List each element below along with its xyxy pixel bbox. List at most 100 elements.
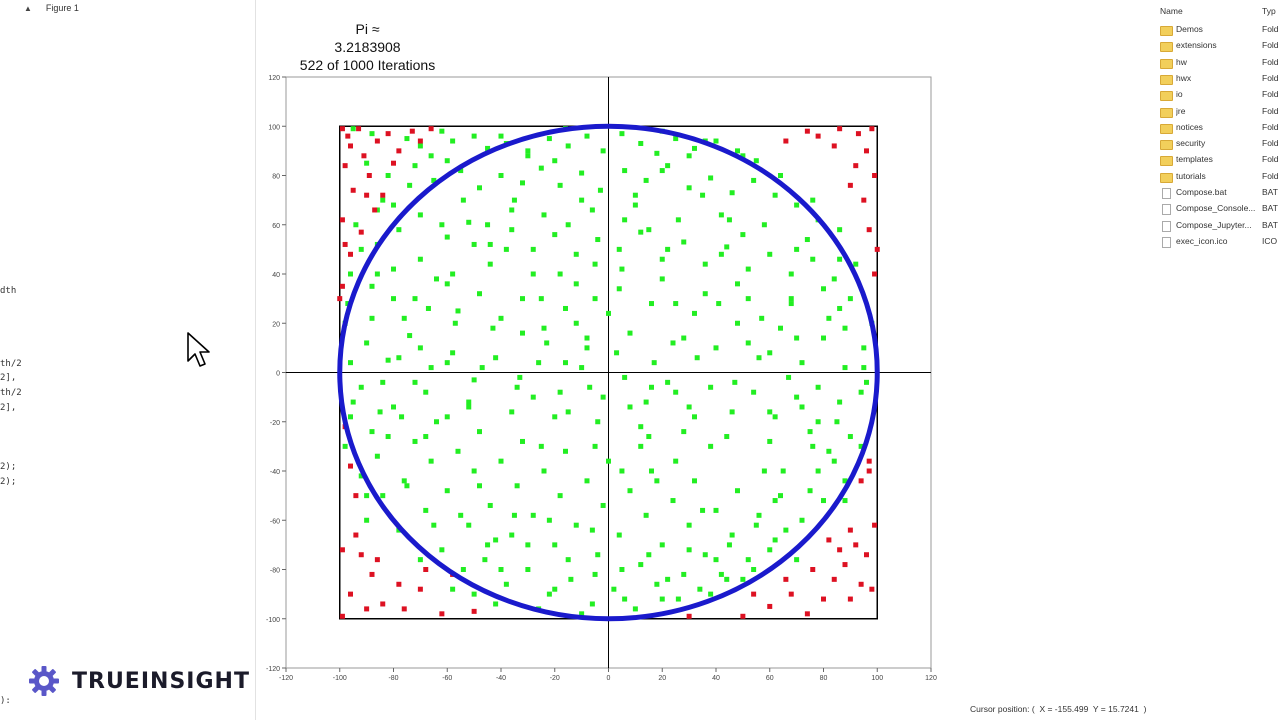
- inside-point: [815, 468, 821, 474]
- file-list-item[interactable]: io Fold: [1160, 89, 1280, 105]
- inside-point: [450, 271, 456, 277]
- outside-point: [783, 138, 789, 144]
- inside-point: [837, 256, 843, 262]
- inside-point: [778, 173, 783, 178]
- inside-point: [638, 443, 644, 449]
- collapse-arrow-icon[interactable]: ▲: [24, 3, 32, 13]
- x-tick-label: -60: [442, 675, 452, 682]
- outside-point: [350, 187, 356, 193]
- outside-point: [826, 537, 832, 543]
- inside-point: [573, 281, 579, 287]
- outside-point: [855, 131, 861, 137]
- file-list-item[interactable]: Compose.bat BAT: [1160, 187, 1280, 203]
- inside-point: [724, 244, 730, 250]
- inside-point: [659, 276, 665, 282]
- inside-point: [485, 222, 491, 228]
- outside-point: [866, 458, 872, 464]
- x-tick-label: 120: [925, 675, 937, 682]
- file-list-item[interactable]: templates Fold: [1160, 154, 1280, 170]
- inside-point: [670, 498, 676, 504]
- inside-point: [643, 399, 649, 405]
- inside-point: [417, 345, 423, 351]
- inside-point: [557, 182, 563, 188]
- inside-point: [417, 557, 423, 563]
- inside-point: [509, 532, 515, 538]
- file-list-item[interactable]: notices Fold: [1160, 122, 1280, 138]
- inside-point: [619, 266, 625, 272]
- inside-point: [584, 478, 590, 484]
- inside-point: [377, 409, 383, 415]
- inside-point: [525, 153, 531, 159]
- inside-point: [861, 345, 867, 351]
- outside-point: [861, 197, 867, 203]
- file-list-item[interactable]: exec_icon.ico ICO: [1160, 236, 1280, 252]
- inside-point: [686, 547, 692, 553]
- file-type: Fold: [1262, 138, 1279, 149]
- inside-point: [498, 458, 504, 464]
- y-tick-label: 60: [272, 223, 280, 230]
- inside-point: [552, 232, 558, 238]
- inside-point: [807, 429, 813, 435]
- file-list-item[interactable]: security Fold: [1160, 138, 1280, 154]
- inside-point: [772, 192, 778, 198]
- inside-point: [452, 320, 458, 326]
- inside-point: [391, 404, 396, 410]
- inside-point: [579, 170, 585, 176]
- figure-tab[interactable]: ▲ Figure 1: [24, 3, 79, 13]
- inside-point: [592, 443, 598, 449]
- inside-point: [407, 182, 413, 188]
- inside-point: [729, 532, 735, 538]
- inside-point: [697, 586, 703, 592]
- inside-point: [530, 512, 536, 518]
- outside-point: [847, 182, 853, 188]
- inside-point: [460, 567, 466, 572]
- outside-point: [337, 296, 343, 302]
- file-list-item[interactable]: tutorials Fold: [1160, 171, 1280, 187]
- inside-point: [788, 271, 794, 277]
- inside-point: [600, 502, 606, 508]
- file-name: io: [1176, 89, 1183, 100]
- outside-point: [364, 606, 370, 612]
- outside-point: [342, 163, 348, 169]
- column-header-type[interactable]: Typ: [1262, 6, 1276, 16]
- file-icon: [1162, 220, 1171, 232]
- outside-point: [869, 126, 875, 132]
- inside-point: [450, 138, 456, 144]
- inside-point: [702, 291, 708, 297]
- x-tick-label: -40: [496, 675, 506, 682]
- inside-point: [353, 222, 359, 228]
- scatter-points: [337, 126, 880, 619]
- inside-point: [842, 478, 848, 484]
- x-tick-label: -80: [388, 675, 398, 682]
- file-list-item[interactable]: Compose_Jupyter... BAT: [1160, 220, 1280, 236]
- outside-point: [369, 571, 375, 577]
- outside-point: [348, 251, 353, 257]
- inside-point: [622, 596, 628, 602]
- y-tick-label: -60: [270, 518, 280, 525]
- file-list-item[interactable]: hwx Fold: [1160, 73, 1280, 89]
- inside-point: [643, 177, 649, 183]
- inside-point: [565, 222, 571, 228]
- inside-point: [646, 552, 652, 558]
- outside-point: [348, 591, 353, 597]
- inside-point: [487, 502, 493, 508]
- x-tick-label: 0: [607, 675, 611, 682]
- inside-point: [622, 374, 628, 380]
- file-list-item[interactable]: Demos Fold: [1160, 24, 1280, 40]
- inside-point: [530, 246, 536, 252]
- inside-point: [622, 168, 628, 174]
- column-header-name[interactable]: Name: [1160, 6, 1183, 16]
- chart-title-line-3: 522 of 1000 Iterations: [299, 57, 436, 73]
- inside-point: [431, 177, 437, 183]
- file-list-item[interactable]: extensions Fold: [1160, 40, 1280, 56]
- inside-point: [638, 562, 644, 568]
- inside-point: [837, 399, 843, 405]
- inside-point: [853, 261, 859, 267]
- file-list-item[interactable]: hw Fold: [1160, 57, 1280, 73]
- inside-point: [600, 394, 606, 400]
- inside-point: [692, 145, 697, 151]
- inside-point: [552, 158, 558, 164]
- file-list-item[interactable]: jre Fold: [1160, 106, 1280, 122]
- file-list-item[interactable]: Compose_Console... BAT: [1160, 203, 1280, 219]
